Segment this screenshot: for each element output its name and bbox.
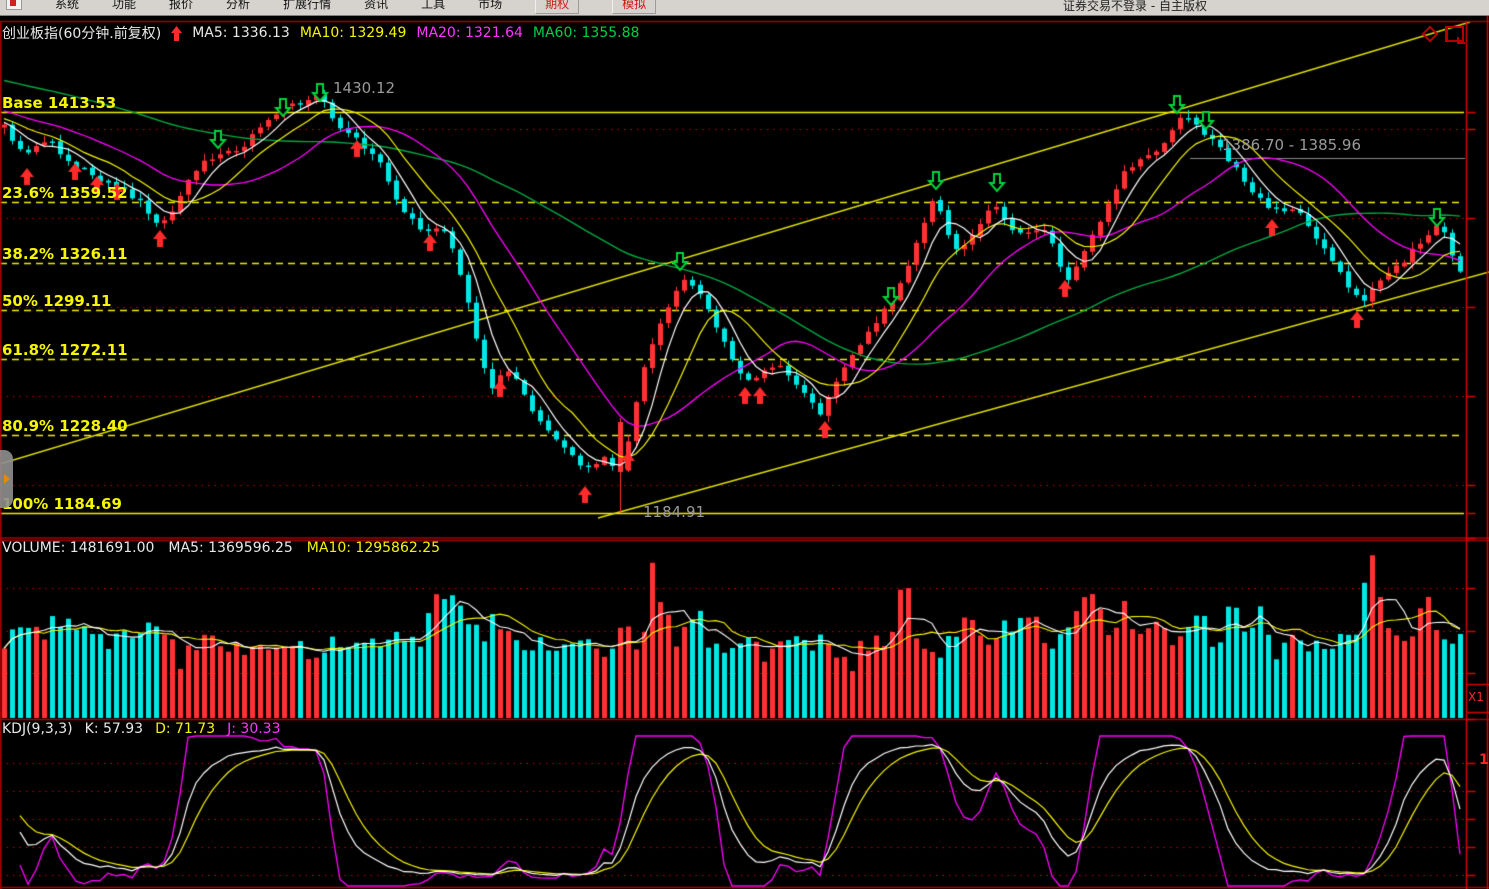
menu-item-quote[interactable]: 报价 [169, 0, 194, 11]
fib-label: 38.2% 1326.11 [2, 245, 128, 263]
chart-annotation: 1386.70 - 1385.96 [1222, 136, 1362, 154]
side-panel-handle[interactable] [0, 450, 13, 508]
volume-ma5-value: MA5: 1369596.25 [168, 540, 293, 556]
expand-arrow-icon [3, 474, 10, 484]
menu-inner: 系统 功能 报价 分析 扩展行情 资讯 工具 市场 期权 模拟 证券交易不登录 … [0, 0, 1489, 15]
kdj-axis-partial-digit: 1 [1479, 752, 1489, 768]
fib-label: Base 1413.53 [2, 94, 117, 112]
kdj-j-value: J: 30.33 [227, 721, 281, 737]
window-icon[interactable] [1445, 26, 1465, 44]
kdj-pane-header: KDJ(9,3,3) K: 57.93 D: 71.73 J: 30.33 [2, 721, 280, 737]
fib-label: 50% 1299.11 [2, 292, 112, 310]
menu-item-simulation[interactable]: 模拟 [612, 0, 657, 14]
fib-label: 61.8% 1272.11 [2, 341, 128, 359]
menu-bar: 系统 功能 报价 分析 扩展行情 资讯 工具 市场 期权 模拟 证券交易不登录 … [0, 0, 1489, 16]
kdj-k-value: K: 57.93 [84, 721, 144, 737]
chart-title: 创业板指(60分钟.前复权) [2, 26, 162, 42]
menu-item-market[interactable]: 市场 [478, 0, 503, 11]
ma60-value: MA60: 1355.88 [532, 25, 640, 41]
volume-unit-label: X1 [1468, 690, 1484, 704]
app-icon[interactable] [6, 0, 22, 10]
menu-item-news[interactable]: 资讯 [364, 0, 389, 11]
fib-label: 23.6% 1359.52 [2, 184, 128, 202]
menu-status-text: 证券交易不登录 - 自主版权 [1063, 0, 1207, 13]
chart-annotation: 1430.12 [333, 79, 396, 97]
ma5-value: MA5: 1336.13 [192, 25, 290, 41]
menu-item-function[interactable]: 功能 [112, 0, 137, 11]
fib-label: 80.9% 1228.40 [2, 417, 128, 435]
ma20-value: MA20: 1321.64 [416, 25, 523, 41]
kdj-d-value: D: 71.73 [155, 721, 216, 737]
kdj-name: KDJ(9,3,3) [2, 721, 73, 737]
fib-label: 100% 1184.69 [2, 495, 122, 513]
ma10-value: MA10: 1329.49 [299, 25, 407, 41]
volume-ma10-value: MA10: 1295862.25 [306, 540, 441, 556]
volume-pane-header: VOLUME: 1481691.00 MA5: 1369596.25 MA10:… [2, 540, 440, 556]
menu-item-options[interactable]: 期权 [535, 0, 580, 14]
chart-annotation: 1184.91 [643, 503, 706, 521]
main-chart-header: 创业板指(60分钟.前复权) MA5: 1336.13 MA10: 1329.4… [2, 23, 639, 43]
volume-value: VOLUME: 1481691.00 [2, 540, 155, 556]
menu-item-analysis[interactable]: 分析 [226, 0, 251, 11]
red-up-arrow-icon [171, 25, 183, 41]
menu-item-tools[interactable]: 工具 [421, 0, 446, 11]
menu-item-extended-quote[interactable]: 扩展行情 [283, 0, 332, 11]
menu-item-system[interactable]: 系统 [55, 0, 80, 11]
